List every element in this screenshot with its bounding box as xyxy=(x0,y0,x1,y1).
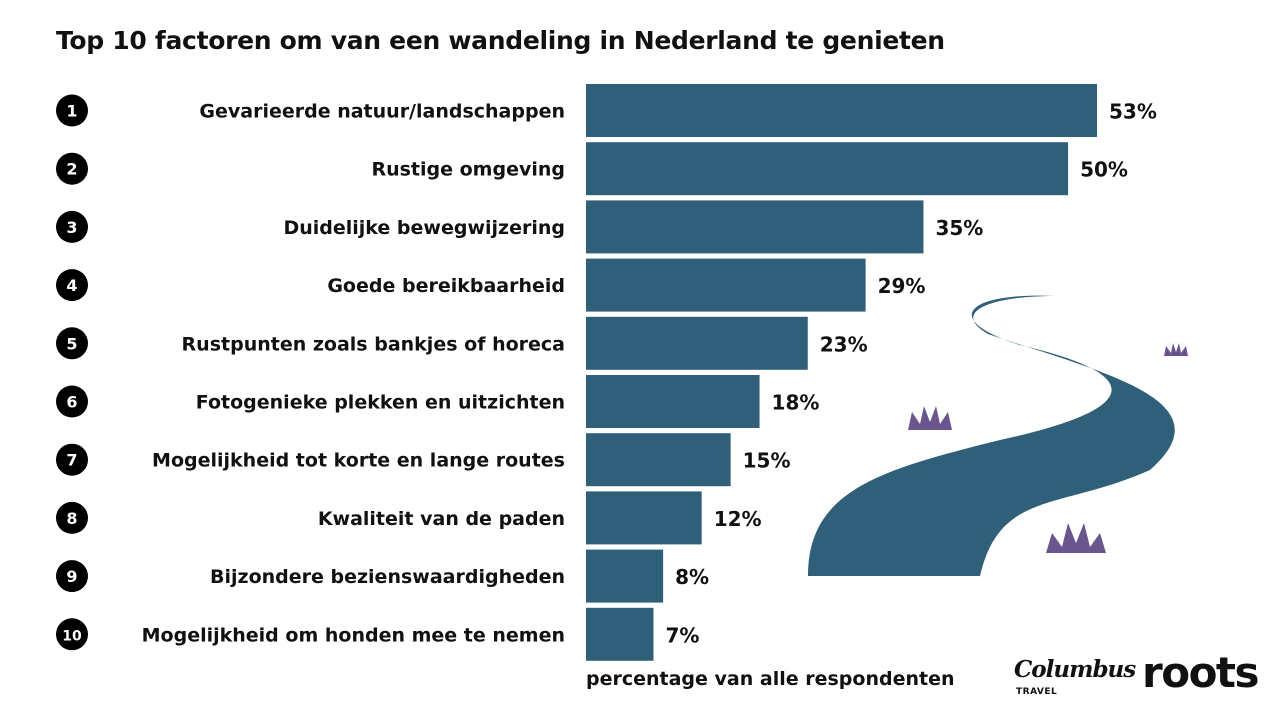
walking-path-illustration xyxy=(808,295,1188,576)
value-label-2: 50% xyxy=(1080,158,1128,182)
columbus-travel-logo-sub: TRAVEL xyxy=(1016,687,1058,697)
bar-5 xyxy=(586,316,808,370)
bar-10 xyxy=(586,607,654,661)
rank-badge-5 xyxy=(56,327,88,360)
winding-path-shape xyxy=(808,295,1175,576)
rank-number-8: 8 xyxy=(66,509,77,528)
rank-badge-7 xyxy=(56,443,88,476)
category-label-4: Goede bereikbaarheid xyxy=(327,275,565,297)
category-label-2: Rustige omgeving xyxy=(371,159,565,181)
rank-badge-8 xyxy=(56,501,88,534)
value-label-4: 29% xyxy=(878,274,926,298)
rank-badge-10 xyxy=(56,618,88,651)
category-label-5: Rustpunten zoals bankjes of horeca xyxy=(182,333,565,355)
rank-number-4: 4 xyxy=(66,276,77,295)
value-label-3: 35% xyxy=(935,216,983,240)
value-label-10: 7% xyxy=(665,623,699,647)
rank-number-3: 3 xyxy=(66,218,77,237)
value-label-5: 23% xyxy=(820,332,868,356)
rank-number-7: 7 xyxy=(66,451,77,470)
grass-tuft-bottom xyxy=(1046,523,1106,553)
category-label-9: Bijzondere bezienswaardigheden xyxy=(210,566,565,588)
category-label-3: Duidelijke bewegwijzering xyxy=(283,217,565,239)
bar-3 xyxy=(586,200,924,254)
value-label-7: 15% xyxy=(743,449,791,473)
grass-tuft-right-small xyxy=(1164,343,1188,356)
columbus-travel-logo: Columbus xyxy=(1014,656,1136,683)
x-axis-label: percentage van alle respondenten xyxy=(586,668,955,690)
category-label-6: Fotogenieke plekken en uitzichten xyxy=(196,392,565,414)
bar-4 xyxy=(586,258,866,312)
value-label-6: 18% xyxy=(772,391,820,415)
bar-2 xyxy=(586,142,1069,196)
category-label-10: Mogelijkheid om honden mee te nemen xyxy=(142,624,565,646)
value-label-9: 8% xyxy=(675,565,709,589)
rank-badge-6 xyxy=(56,385,88,418)
bar-1 xyxy=(586,84,1097,137)
rank-number-9: 9 xyxy=(66,567,77,586)
bar-6 xyxy=(586,375,760,428)
category-label-8: Kwaliteit van de paden xyxy=(318,508,565,530)
rank-number-2: 2 xyxy=(66,160,77,179)
bars-group: 53% Gevarieerde natuur/landschappen 1 50% Ru… xyxy=(56,84,1157,661)
rank-badge-3 xyxy=(56,210,88,243)
chart-title: Top 10 factoren om van een wandeling in … xyxy=(56,26,945,55)
rank-badge-2 xyxy=(56,152,88,185)
category-label-1: Gevarieerde natuur/landschappen xyxy=(199,101,565,123)
value-label-1: 53% xyxy=(1109,100,1157,124)
value-label-8: 12% xyxy=(714,507,762,531)
bar-9 xyxy=(586,549,664,603)
rank-badge-4 xyxy=(56,269,88,302)
bar-7 xyxy=(586,433,731,487)
rank-badge-9 xyxy=(56,560,88,593)
bar-8 xyxy=(586,491,702,545)
rank-badge-1 xyxy=(56,94,88,127)
rank-number-6: 6 xyxy=(66,393,77,412)
category-label-7: Mogelijkheid tot korte en lange routes xyxy=(152,450,565,472)
rank-number-10: 10 xyxy=(62,628,82,644)
grass-tuft-left xyxy=(908,406,952,430)
roots-logo: roots xyxy=(1142,648,1260,697)
rank-number-1: 1 xyxy=(66,102,77,121)
rank-number-5: 5 xyxy=(66,334,77,353)
